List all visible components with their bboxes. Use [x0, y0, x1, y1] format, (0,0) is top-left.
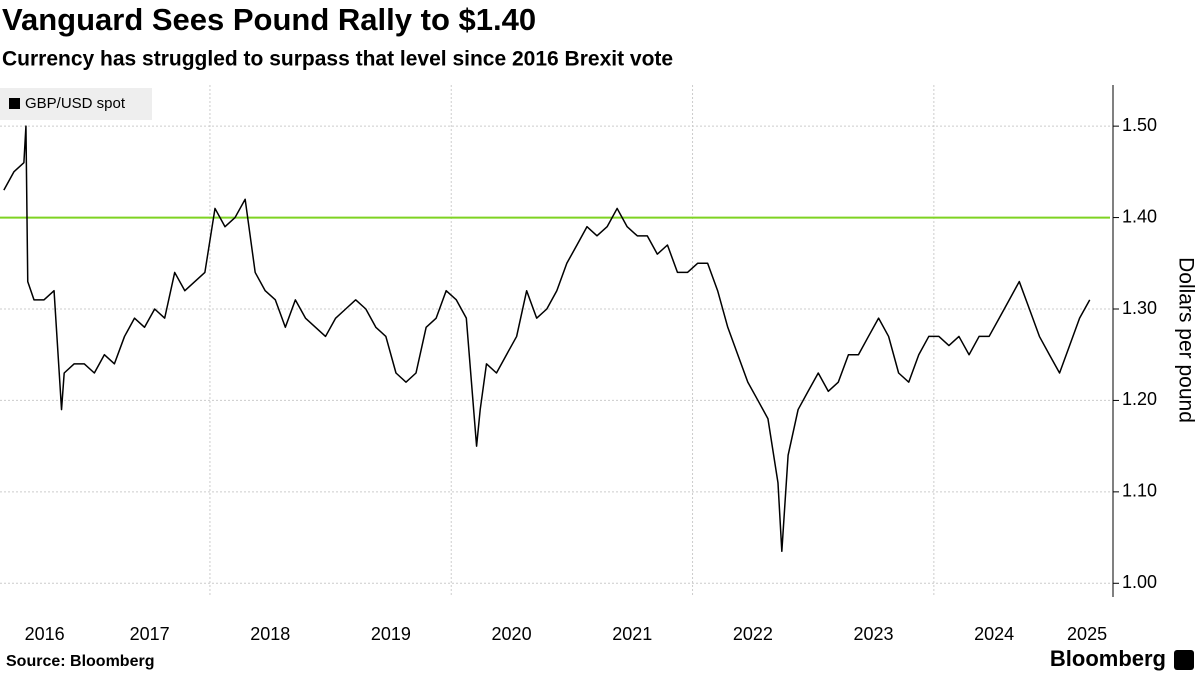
chart-subtitle: Currency has struggled to surpass that l… — [2, 48, 673, 71]
x-tick-label: 2016 — [25, 624, 65, 644]
x-tick-label: 2025 — [1067, 624, 1107, 644]
y-tick-label: 1.20 — [1122, 389, 1157, 409]
y-tick-label: 1.30 — [1122, 298, 1157, 318]
x-tick-label: 2021 — [612, 624, 652, 644]
x-tick-label: 2022 — [733, 624, 773, 644]
x-tick-label: 2020 — [492, 624, 532, 644]
x-tick-label: 2024 — [974, 624, 1014, 644]
y-tick-label: 1.10 — [1122, 481, 1157, 501]
x-tick-label: 2023 — [853, 624, 893, 644]
logo: Bloomberg — [1050, 646, 1166, 671]
chart-title: Vanguard Sees Pound Rally to $1.40 — [2, 2, 536, 37]
line-series — [3, 125, 1091, 553]
legend-label: GBP/USD spot — [25, 95, 126, 112]
x-tick-label: 2018 — [250, 624, 290, 644]
source: Source: Bloomberg — [6, 653, 154, 670]
x-tick-label: 2017 — [130, 624, 170, 644]
y-tick-label: 1.00 — [1122, 572, 1157, 592]
y-tick-label: 1.50 — [1122, 115, 1157, 135]
logo-icon — [1174, 650, 1194, 670]
y-axis-label: Dollars per pound — [1174, 257, 1197, 423]
legend-box — [0, 88, 152, 120]
x-tick-label: 2019 — [371, 624, 411, 644]
y-tick-label: 1.40 — [1122, 206, 1157, 226]
legend-swatch — [9, 98, 20, 109]
